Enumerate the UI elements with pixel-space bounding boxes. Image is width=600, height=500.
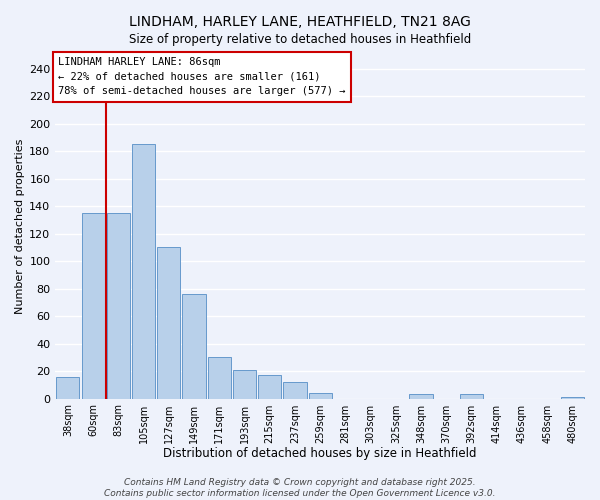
Bar: [157, 248, 181, 398]
Bar: [56, 376, 79, 398]
Bar: [561, 397, 584, 398]
Bar: [132, 144, 155, 398]
Text: Size of property relative to detached houses in Heathfield: Size of property relative to detached ho…: [129, 32, 471, 46]
Y-axis label: Number of detached properties: Number of detached properties: [15, 139, 25, 314]
Bar: [107, 213, 130, 398]
Bar: [233, 370, 256, 398]
Bar: [182, 294, 206, 399]
Bar: [283, 382, 307, 398]
Bar: [208, 358, 231, 399]
Bar: [409, 394, 433, 398]
Bar: [82, 213, 105, 398]
Bar: [308, 393, 332, 398]
Bar: [258, 375, 281, 398]
Text: Contains HM Land Registry data © Crown copyright and database right 2025.
Contai: Contains HM Land Registry data © Crown c…: [104, 478, 496, 498]
Bar: [460, 394, 483, 398]
Text: LINDHAM, HARLEY LANE, HEATHFIELD, TN21 8AG: LINDHAM, HARLEY LANE, HEATHFIELD, TN21 8…: [129, 15, 471, 29]
Text: LINDHAM HARLEY LANE: 86sqm
← 22% of detached houses are smaller (161)
78% of sem: LINDHAM HARLEY LANE: 86sqm ← 22% of deta…: [58, 56, 346, 96]
X-axis label: Distribution of detached houses by size in Heathfield: Distribution of detached houses by size …: [163, 447, 477, 460]
